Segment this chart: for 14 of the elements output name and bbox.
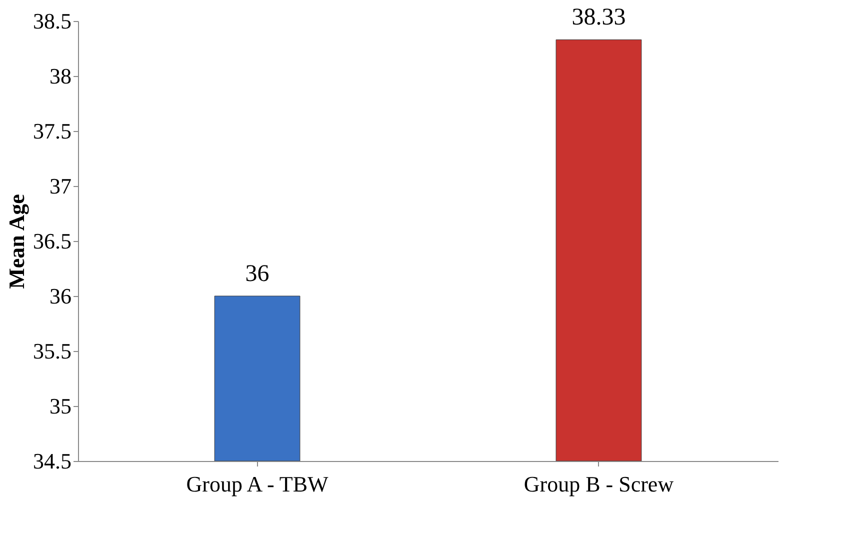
y-tick-label: 37: [50, 174, 72, 198]
y-tick-label: 34.5: [33, 448, 72, 474]
y-axis-title: Mean Age: [4, 194, 29, 289]
x-tick-label: Group A - TBW: [186, 472, 328, 496]
y-tick-label: 37.5: [33, 118, 72, 144]
y-tick-label: 36.5: [33, 228, 72, 254]
y-tick-label: 38.5: [33, 8, 72, 34]
data-label: 38.33: [572, 4, 626, 31]
y-tick-label: 35: [50, 394, 72, 418]
y-tick-label: 35.5: [33, 338, 72, 364]
data-label: 36: [245, 261, 270, 287]
y-tick-label: 36: [50, 284, 72, 308]
x-tick-label: Group B - Screw: [524, 472, 674, 496]
y-tick-label: 38: [50, 64, 72, 88]
